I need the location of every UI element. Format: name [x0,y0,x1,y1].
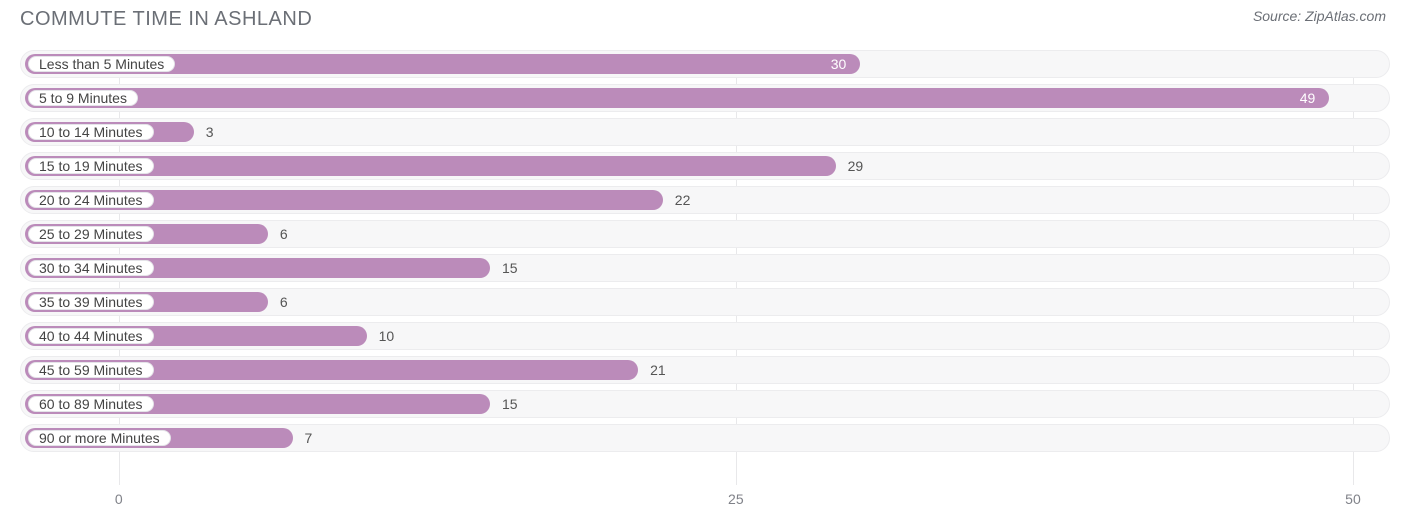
bar-value: 49 [1300,85,1316,111]
header: COMMUTE TIME IN ASHLAND Source: ZipAtlas… [0,0,1406,31]
bar-row: 40 to 44 Minutes 10 [20,322,1390,350]
bar-row: 35 to 39 Minutes 6 [20,288,1390,316]
bar-label: 45 to 59 Minutes [28,362,154,378]
bar-value: 7 [305,425,313,451]
bar-value: 6 [280,289,288,315]
source-attribution: Source: ZipAtlas.com [1253,8,1386,24]
bar-row: 15 to 19 Minutes 29 [20,152,1390,180]
bar-label: 30 to 34 Minutes [28,260,154,276]
x-tick: 50 [1345,491,1361,507]
bar-label: 10 to 14 Minutes [28,124,154,140]
bar-value: 21 [650,357,666,383]
x-tick: 25 [728,491,744,507]
bar-label: Less than 5 Minutes [28,56,175,72]
bar-value: 6 [280,221,288,247]
bar-value: 29 [848,153,864,179]
bar-row: 25 to 29 Minutes 6 [20,220,1390,248]
bar-label: 25 to 29 Minutes [28,226,154,242]
bar-row: 10 to 14 Minutes 3 [20,118,1390,146]
bar-label: 40 to 44 Minutes [28,328,154,344]
bar-row: 60 to 89 Minutes 15 [20,390,1390,418]
bar-row: 30 to 34 Minutes 15 [20,254,1390,282]
bar-value: 15 [502,255,518,281]
bar-label: 60 to 89 Minutes [28,396,154,412]
bar-value: 15 [502,391,518,417]
x-axis: 0 25 50 [20,491,1390,509]
x-tick: 0 [115,491,123,507]
bar-row: Less than 5 Minutes 30 [20,50,1390,78]
bar-label: 90 or more Minutes [28,430,171,446]
bar-value: 22 [675,187,691,213]
bar-row: 45 to 59 Minutes 21 [20,356,1390,384]
bar-fill [25,88,1329,108]
bar-row: 20 to 24 Minutes 22 [20,186,1390,214]
chart-area: Less than 5 Minutes 30 5 to 9 Minutes 49 10 … [20,50,1390,485]
bar-value: 10 [379,323,395,349]
bar-row: 90 or more Minutes 7 [20,424,1390,452]
bar-label: 35 to 39 Minutes [28,294,154,310]
chart-title: COMMUTE TIME IN ASHLAND [20,8,312,31]
bar-row: 5 to 9 Minutes 49 [20,84,1390,112]
bar-label: 5 to 9 Minutes [28,90,138,106]
bar-value: 3 [206,119,214,145]
bar-label: 15 to 19 Minutes [28,158,154,174]
bar-value: 30 [831,51,847,77]
bar-label: 20 to 24 Minutes [28,192,154,208]
